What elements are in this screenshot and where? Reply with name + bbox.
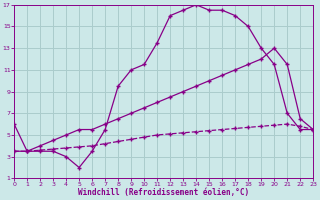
X-axis label: Windchill (Refroidissement éolien,°C): Windchill (Refroidissement éolien,°C) [78,188,249,197]
